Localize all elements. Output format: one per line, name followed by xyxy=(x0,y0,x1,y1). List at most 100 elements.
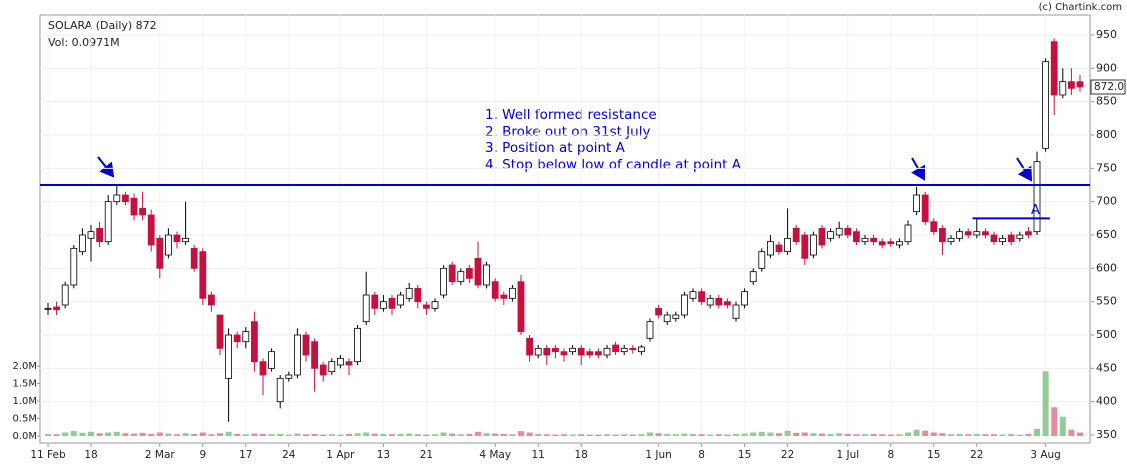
y-tick-label: 600 xyxy=(1096,261,1117,274)
volume-bar xyxy=(113,431,120,436)
volume-bar xyxy=(939,433,946,436)
volume-bar xyxy=(380,433,387,436)
candle-body xyxy=(681,294,688,316)
candle-body xyxy=(242,331,250,343)
volume-bar xyxy=(690,433,696,436)
x-tick-label: 18 xyxy=(84,449,97,461)
candle-body xyxy=(96,227,103,243)
candle-body xyxy=(706,297,714,306)
volume-tick-label: 1.0M xyxy=(12,396,37,407)
source: (c) Chartink.com xyxy=(1039,2,1122,13)
candle-body xyxy=(603,347,611,356)
candle-body xyxy=(870,237,877,243)
arrow xyxy=(1016,157,1033,182)
x-tick-label: 15 xyxy=(927,449,940,461)
candle-body xyxy=(517,281,525,333)
volume-bar xyxy=(277,433,284,436)
x-tick-label: 2 Mar xyxy=(145,449,176,461)
candle-body xyxy=(276,377,284,403)
volume-bar xyxy=(862,434,868,436)
y-tick-label: 800 xyxy=(1096,128,1117,141)
volume-bar xyxy=(948,434,954,436)
volume-bar xyxy=(475,431,481,436)
candle-body xyxy=(1025,231,1032,236)
volume-bar xyxy=(234,433,241,436)
volume-bar xyxy=(492,433,499,436)
volume-bar xyxy=(432,434,438,436)
volume-bar xyxy=(354,433,361,436)
candle-body xyxy=(620,347,628,353)
volume-bar xyxy=(853,434,860,436)
y-tick-label: 700 xyxy=(1096,195,1117,208)
volume-bar xyxy=(810,433,817,436)
volume-tick-label: 1.5M xyxy=(12,379,37,390)
volume-bar xyxy=(122,433,129,436)
volume-bar xyxy=(724,434,731,436)
x-tick-label: 13 xyxy=(377,449,390,461)
candle-body xyxy=(53,306,60,311)
candle-body xyxy=(414,287,422,303)
volume-bar xyxy=(844,433,851,436)
last-price-label: 872.0 xyxy=(1094,81,1124,93)
candle-body xyxy=(930,221,938,233)
candle-body xyxy=(792,227,800,243)
candle-body xyxy=(122,194,129,203)
volume-bar xyxy=(191,433,198,436)
candle-body xyxy=(250,321,258,363)
candle-body xyxy=(207,294,215,306)
candle-body xyxy=(130,197,138,216)
volume-bar xyxy=(389,434,395,436)
volume-bar xyxy=(526,432,533,436)
volume-bar xyxy=(457,434,464,436)
x-tick-label: 1 Apr xyxy=(326,449,355,461)
candle-body xyxy=(853,231,860,243)
candle-body xyxy=(1068,81,1075,89)
candle-body xyxy=(878,241,886,246)
volume-bar xyxy=(629,434,636,436)
volume-bar xyxy=(801,432,808,436)
volume-bar xyxy=(174,434,180,436)
volume-bar xyxy=(397,433,404,436)
volume-bar xyxy=(182,433,189,436)
candle-body xyxy=(861,237,869,243)
volume-bar xyxy=(346,433,352,436)
candle-body xyxy=(956,231,963,239)
candle-body xyxy=(552,347,559,353)
y-tick-label: 550 xyxy=(1096,295,1117,308)
y-tick-label: 500 xyxy=(1096,328,1117,341)
volume-bar xyxy=(750,432,757,436)
candle-body xyxy=(749,271,757,283)
volume-bar xyxy=(449,433,456,436)
candle-body xyxy=(268,351,276,369)
candle-body xyxy=(104,201,112,243)
y-tick-label: 750 xyxy=(1096,161,1117,174)
volume-bar xyxy=(698,434,705,436)
candle-body xyxy=(999,237,1006,243)
volume-bar xyxy=(819,433,825,436)
volume-bar xyxy=(131,433,137,436)
x-tick-label: 17 xyxy=(239,449,252,461)
candle-body xyxy=(1016,234,1024,239)
candle-body xyxy=(508,287,516,299)
candle-body xyxy=(483,264,491,286)
candle-body xyxy=(612,344,619,353)
volume-bar xyxy=(165,433,172,436)
candle-body xyxy=(362,294,370,323)
volume-bar xyxy=(827,433,834,436)
candle-body xyxy=(947,237,955,243)
candle-body xyxy=(139,207,147,216)
volume-bar xyxy=(96,433,103,436)
volume-bar xyxy=(913,429,920,436)
candle-body xyxy=(775,244,783,253)
volume-bar xyxy=(715,434,722,436)
volume-bar xyxy=(294,433,301,436)
volume-bar xyxy=(870,433,877,436)
candle-body xyxy=(844,227,852,236)
candle-body xyxy=(646,321,654,339)
candle-body xyxy=(990,234,998,243)
volume-bar xyxy=(208,434,215,436)
candle-body xyxy=(586,351,594,356)
volume-bar xyxy=(79,432,86,436)
candle-body xyxy=(1007,234,1015,243)
x-tick-label: 21 xyxy=(420,449,433,461)
